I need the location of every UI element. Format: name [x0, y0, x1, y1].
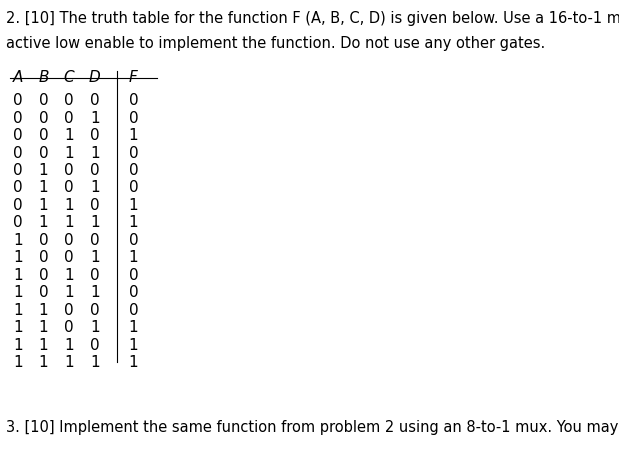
Text: 0: 0: [13, 180, 22, 196]
Text: 0: 0: [64, 233, 74, 248]
Text: 0: 0: [64, 320, 74, 336]
Text: 0: 0: [90, 128, 100, 143]
Text: 0: 0: [13, 163, 22, 178]
Text: 1: 1: [129, 250, 138, 266]
Text: 0: 0: [90, 268, 100, 283]
Text: 1: 1: [64, 128, 74, 143]
Text: 0: 0: [38, 93, 48, 108]
Text: D: D: [89, 70, 101, 85]
Text: 0: 0: [64, 163, 74, 178]
Text: 0: 0: [129, 268, 138, 283]
Text: 1: 1: [38, 355, 48, 370]
Text: 0: 0: [64, 180, 74, 196]
Text: 0: 0: [38, 145, 48, 161]
Text: 0: 0: [64, 110, 74, 126]
Text: 1: 1: [64, 338, 74, 353]
Text: 1: 1: [64, 145, 74, 161]
Text: 1: 1: [13, 355, 22, 370]
Text: 1: 1: [129, 128, 138, 143]
Text: 0: 0: [38, 285, 48, 301]
Text: 0: 0: [38, 233, 48, 248]
Text: 0: 0: [90, 198, 100, 213]
Text: 1: 1: [90, 180, 100, 196]
Text: 1: 1: [129, 198, 138, 213]
Text: 1: 1: [13, 285, 22, 301]
Text: 1: 1: [38, 303, 48, 318]
Text: 1: 1: [90, 215, 100, 231]
Text: 0: 0: [13, 215, 22, 231]
Text: 0: 0: [64, 303, 74, 318]
Text: 1: 1: [13, 320, 22, 336]
Text: 1: 1: [90, 250, 100, 266]
Text: 1: 1: [13, 250, 22, 266]
Text: 0: 0: [90, 338, 100, 353]
Text: 0: 0: [129, 110, 138, 126]
Text: 1: 1: [129, 215, 138, 231]
Text: 1: 1: [13, 268, 22, 283]
Text: 1: 1: [64, 198, 74, 213]
Text: 1: 1: [13, 338, 22, 353]
Text: 1: 1: [38, 215, 48, 231]
Text: 3. [10] Implement the same function from problem 2 using an 8-to-1 mux. You may : 3. [10] Implement the same function from…: [6, 420, 619, 435]
Text: 1: 1: [13, 303, 22, 318]
Text: 2. [10] The truth table for the function F (A, B, C, D) is given below. Use a 16: 2. [10] The truth table for the function…: [6, 11, 619, 26]
Text: 1: 1: [38, 338, 48, 353]
Text: 1: 1: [38, 198, 48, 213]
Text: 0: 0: [129, 163, 138, 178]
Text: F: F: [129, 70, 137, 85]
Text: 1: 1: [90, 110, 100, 126]
Text: 0: 0: [129, 145, 138, 161]
Text: 0: 0: [13, 145, 22, 161]
Text: 1: 1: [90, 285, 100, 301]
Text: 1: 1: [38, 320, 48, 336]
Text: 0: 0: [64, 250, 74, 266]
Text: 0: 0: [129, 285, 138, 301]
Text: 1: 1: [38, 163, 48, 178]
Text: 0: 0: [90, 163, 100, 178]
Text: 1: 1: [90, 320, 100, 336]
Text: 1: 1: [13, 233, 22, 248]
Text: 0: 0: [38, 268, 48, 283]
Text: 1: 1: [64, 268, 74, 283]
Text: 0: 0: [129, 93, 138, 108]
Text: 1: 1: [64, 355, 74, 370]
Text: 0: 0: [129, 233, 138, 248]
Text: 0: 0: [90, 93, 100, 108]
Text: 1: 1: [90, 145, 100, 161]
Text: 0: 0: [38, 128, 48, 143]
Text: 1: 1: [64, 215, 74, 231]
Text: 0: 0: [13, 198, 22, 213]
Text: 0: 0: [38, 250, 48, 266]
Text: B: B: [38, 70, 49, 85]
Text: 0: 0: [64, 93, 74, 108]
Text: 1: 1: [64, 285, 74, 301]
Text: 1: 1: [129, 355, 138, 370]
Text: 0: 0: [13, 128, 22, 143]
Text: 0: 0: [13, 93, 22, 108]
Text: 0: 0: [129, 180, 138, 196]
Text: active low enable to implement the function. Do not use any other gates.: active low enable to implement the funct…: [6, 36, 546, 51]
Text: 0: 0: [90, 233, 100, 248]
Text: 0: 0: [13, 110, 22, 126]
Text: 0: 0: [38, 110, 48, 126]
Text: 0: 0: [129, 303, 138, 318]
Text: C: C: [64, 70, 74, 85]
Text: 1: 1: [129, 338, 138, 353]
Text: 1: 1: [129, 320, 138, 336]
Text: 0: 0: [90, 303, 100, 318]
Text: 1: 1: [90, 355, 100, 370]
Text: 1: 1: [38, 180, 48, 196]
Text: A: A: [12, 70, 23, 85]
